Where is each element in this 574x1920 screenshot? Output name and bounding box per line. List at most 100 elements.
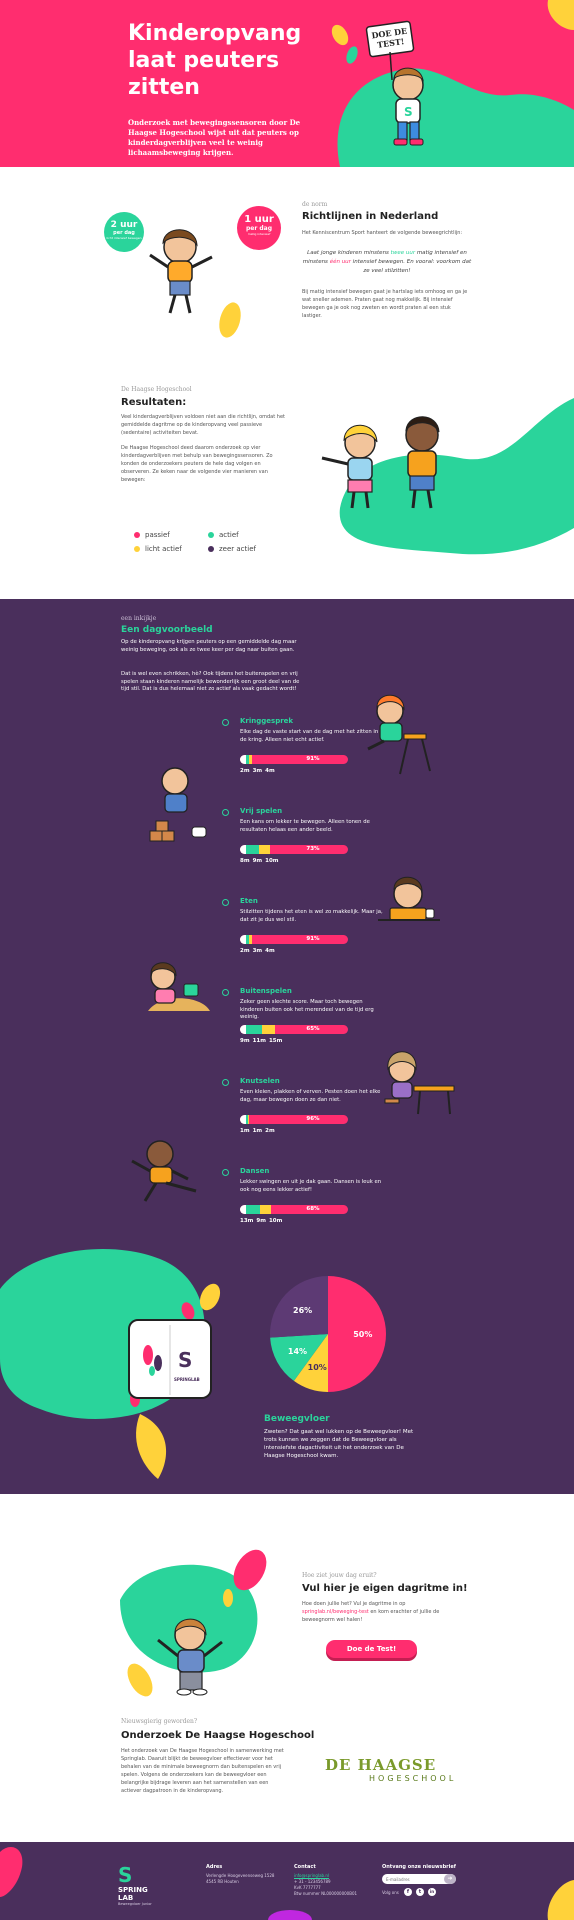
- activity-description: Stilzitten tijdens het eten is wel zo ma…: [240, 909, 383, 923]
- activity-name: Knutselen: [240, 1077, 280, 1085]
- svg-text:S: S: [404, 105, 413, 119]
- hero-section: S DOE DE TEST! Kinderopvang laat peuters…: [0, 0, 574, 167]
- bar-segment-active: [246, 755, 250, 764]
- rhythm-title: Vul hier je eigen dagritme in!: [302, 1583, 468, 1594]
- activity-description: Elke dag de vaste start van de dag met h…: [240, 729, 379, 743]
- research-label: Nieuwsgierig geworden?: [121, 1718, 198, 1725]
- twitter-icon[interactable]: t: [416, 1888, 424, 1896]
- footer-decoration: [0, 1847, 574, 1920]
- bar-segment-very-active: [240, 935, 246, 944]
- legend-item-actief: actief: [208, 531, 239, 539]
- activity-marker-icon: [222, 989, 229, 996]
- results-paragraph-1: Veel kinderdagverblijven voldoen niet aa…: [121, 414, 286, 436]
- activity-percentage: 96%: [306, 1116, 320, 1122]
- day-example-section: een inkijkje Een dagvoorbeeld Op de kind…: [0, 599, 574, 1494]
- newsletter-form: ➜: [382, 1874, 456, 1884]
- results-title: Resultaten:: [121, 397, 187, 408]
- activity-bar: 68%: [240, 1205, 348, 1214]
- day-example-paragraph-2: Dat is wel even schrikken, hè? Ook tijde…: [121, 671, 300, 692]
- activity-marker-icon: [222, 719, 229, 726]
- bar-segment-light: [249, 755, 253, 764]
- activity-minutes: 2m 3m 4m: [240, 768, 275, 774]
- bar-segment-light: [258, 845, 270, 854]
- bar-segment-very-active: [240, 1115, 246, 1124]
- research-body: Het onderzoek van De Haagse Hogeschool i…: [121, 1748, 284, 1794]
- results-illustration: [321, 398, 574, 555]
- pie-slice: [270, 1334, 328, 1381]
- hero-decoration: S: [331, 0, 574, 167]
- beweegvloer-title: Beweegvloer: [264, 1414, 330, 1424]
- follow-label: Volg ons: [382, 1890, 399, 1895]
- guidelines-title: Richtlijnen in Nederland: [302, 211, 439, 222]
- beweegvloer-device: S SPRINGLAB: [128, 1319, 212, 1399]
- rhythm-label: Hoe ziet jouw dag eruit?: [302, 1572, 377, 1579]
- activity-bar: 91%: [240, 755, 348, 764]
- activity-description: Zeker geen slechte score. Maar toch bewe…: [240, 999, 374, 1020]
- beweegvloer-body: Zweten? Dat gaat wel lukken op de Beweeg…: [264, 1429, 414, 1459]
- guidelines-label: de norm: [302, 201, 328, 208]
- activity-percentage: 91%: [306, 936, 320, 942]
- pie-slice-label: 10%: [308, 1363, 327, 1372]
- linkedin-icon[interactable]: in: [428, 1888, 436, 1896]
- footer: S SPRING LAB Beweegvloer Junior Adres Ve…: [0, 1842, 574, 1920]
- bar-segment-very-active: [240, 1025, 246, 1034]
- day-example-title: Een dagvoorbeeld: [121, 625, 213, 635]
- activity-name: Dansen: [240, 1167, 270, 1175]
- activity-bar: 96%: [240, 1115, 348, 1124]
- send-arrow-icon[interactable]: ➜: [444, 1874, 456, 1884]
- activity-name: Buitenspelen: [240, 987, 292, 995]
- guidelines-illustration: [149, 229, 241, 338]
- activity-minutes: 13m 9m 10m: [240, 1218, 283, 1224]
- legend-item-licht-actief: licht actief: [134, 545, 182, 553]
- activity-bar: 65%: [240, 1025, 348, 1034]
- activity-description: Even kleien, plakken of verven. Pesten d…: [240, 1089, 381, 1103]
- page-title: Kinderopvang laat peuters zitten: [128, 21, 302, 100]
- rhythm-test-link[interactable]: springlab.nl/beweging-test: [302, 1609, 369, 1615]
- hero-intro: Onderzoek met bewegingssensoren door De …: [128, 118, 301, 157]
- activity-marker-icon: [222, 899, 229, 906]
- bar-segment-active: [246, 1115, 249, 1124]
- bar-segment-active: [246, 1025, 263, 1034]
- newsletter-email-input[interactable]: [386, 1875, 442, 1883]
- contact-email-link[interactable]: info@springlab.nl: [294, 1873, 329, 1878]
- legend-item-zeer-actief: zeer actief: [208, 545, 256, 553]
- activity-marker-icon: [222, 1169, 229, 1176]
- activity-percentage: 73%: [306, 846, 320, 852]
- rhythm-body: Hoe doen jullie het? Vul je dagritme in …: [302, 1601, 440, 1623]
- bar-segment-active: [246, 845, 259, 854]
- activity-description: Lekker swingen en uit je dak gaan. Danse…: [240, 1179, 382, 1193]
- bar-segment-very-active: [240, 755, 246, 764]
- legend-dot: [134, 546, 140, 552]
- activity-name: Eten: [240, 897, 258, 905]
- results-label: De Haagse Hogeschool: [121, 386, 192, 393]
- activity-marker-icon: [222, 809, 229, 816]
- pie-chart: 50% 10%14% 26%: [270, 1276, 386, 1392]
- facebook-icon[interactable]: f: [404, 1888, 412, 1896]
- springlab-logo[interactable]: S SPRING LAB Beweegvloer Junior: [118, 1863, 152, 1906]
- pie-slice-label: 14%: [288, 1347, 307, 1356]
- bubble-1-uur: 1 uur per dag matig intensief: [237, 206, 281, 250]
- activity-percentage: 91%: [306, 756, 320, 762]
- day-example-paragraph-1: Op de kinderopvang krijgen peuters op ee…: [121, 639, 297, 653]
- day-example-label: een inkijkje: [121, 615, 157, 622]
- pie-slice-label: 26%: [293, 1306, 312, 1315]
- bar-segment-light: [260, 1205, 271, 1214]
- bar-segment-light: [262, 1025, 276, 1034]
- bar-segment-active: [246, 935, 250, 944]
- activity-minutes: 8m 9m 10m: [240, 858, 279, 864]
- research-title: Onderzoek De Haagse Hogeschool: [121, 1730, 315, 1741]
- activity-bar: 91%: [240, 935, 348, 944]
- guidelines-quote: Laat jonge kinderen minstens twee uur ma…: [302, 250, 472, 274]
- address-text: Verlengde Hoogeveenseweg 1528 4545 RB Ho…: [206, 1873, 275, 1884]
- activity-percentage: 65%: [306, 1026, 320, 1032]
- activity-bar: 73%: [240, 845, 348, 854]
- rhythm-illustration: [120, 1549, 267, 1697]
- pie-slice: [293, 1334, 328, 1392]
- pie-slice: [328, 1276, 386, 1392]
- activity-minutes: 1m 1m 2m: [240, 1128, 275, 1134]
- haagse-hogeschool-logo[interactable]: DE HAAGSE HOGESCHOOL: [325, 1756, 457, 1783]
- do-test-button[interactable]: Doe de Test!: [326, 1640, 417, 1658]
- activity-percentage: 68%: [306, 1206, 320, 1212]
- activity-marker-icon: [222, 1079, 229, 1086]
- address-title: Adres: [206, 1864, 223, 1870]
